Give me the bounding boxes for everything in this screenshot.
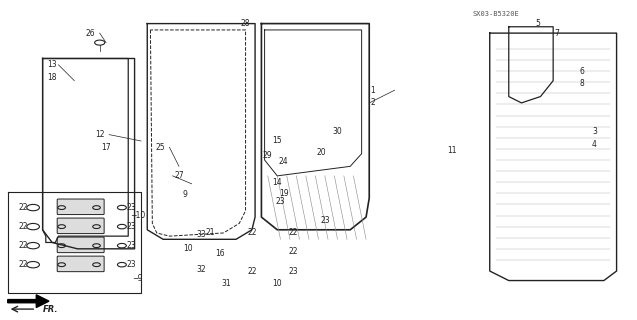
Text: 23: 23 <box>127 222 136 231</box>
Text: 20: 20 <box>317 148 327 156</box>
Text: 2: 2 <box>370 99 375 108</box>
Text: 22: 22 <box>19 203 28 212</box>
Text: 31: 31 <box>222 279 231 288</box>
Text: 22: 22 <box>289 228 298 237</box>
Text: 23: 23 <box>276 197 285 206</box>
Text: 23: 23 <box>320 216 330 225</box>
Text: 26: 26 <box>85 28 95 38</box>
Text: 5: 5 <box>535 19 540 28</box>
Text: 22: 22 <box>19 260 28 269</box>
Text: ─9: ─9 <box>133 275 143 284</box>
Text: 27: 27 <box>174 172 184 180</box>
Text: 25: 25 <box>155 143 165 152</box>
Text: 28: 28 <box>241 19 250 28</box>
Text: 6: 6 <box>579 67 584 76</box>
Text: 18: 18 <box>47 73 57 82</box>
Text: 15: 15 <box>273 136 282 146</box>
Text: 12: 12 <box>95 130 104 139</box>
Text: SX03-B5320E: SX03-B5320E <box>473 11 519 17</box>
Polygon shape <box>8 295 49 308</box>
Text: 22: 22 <box>247 228 257 237</box>
Text: 21: 21 <box>206 228 215 237</box>
FancyBboxPatch shape <box>57 256 104 272</box>
Text: 23: 23 <box>127 241 136 250</box>
Text: 23: 23 <box>127 203 136 212</box>
Text: 7: 7 <box>554 28 559 38</box>
Text: 8: 8 <box>579 79 584 88</box>
Text: FR.: FR. <box>43 305 58 314</box>
Text: 1: 1 <box>370 86 375 95</box>
Text: 16: 16 <box>215 249 225 258</box>
Text: 4: 4 <box>592 140 597 148</box>
Text: 19: 19 <box>279 189 289 198</box>
Text: 22: 22 <box>19 241 28 250</box>
Text: 9: 9 <box>183 190 188 199</box>
Text: 3: 3 <box>592 127 597 136</box>
Text: 13: 13 <box>47 60 57 69</box>
Text: 22: 22 <box>19 222 28 231</box>
Text: 33: 33 <box>196 230 206 239</box>
Text: 23: 23 <box>289 267 298 276</box>
Text: ─10: ─10 <box>131 211 145 220</box>
Text: 30: 30 <box>333 127 343 136</box>
FancyBboxPatch shape <box>57 218 104 234</box>
Text: 22: 22 <box>289 247 298 257</box>
Text: 24: 24 <box>279 157 289 166</box>
Text: 32: 32 <box>196 265 206 274</box>
Text: 10: 10 <box>183 244 193 253</box>
Text: 29: 29 <box>263 151 273 160</box>
Text: 23: 23 <box>127 260 136 269</box>
Text: 22: 22 <box>247 267 257 276</box>
FancyBboxPatch shape <box>57 237 104 252</box>
Text: 14: 14 <box>273 178 282 187</box>
Text: 17: 17 <box>101 143 111 152</box>
Text: 10: 10 <box>273 279 282 288</box>
Text: 11: 11 <box>447 146 457 155</box>
FancyBboxPatch shape <box>57 199 104 215</box>
